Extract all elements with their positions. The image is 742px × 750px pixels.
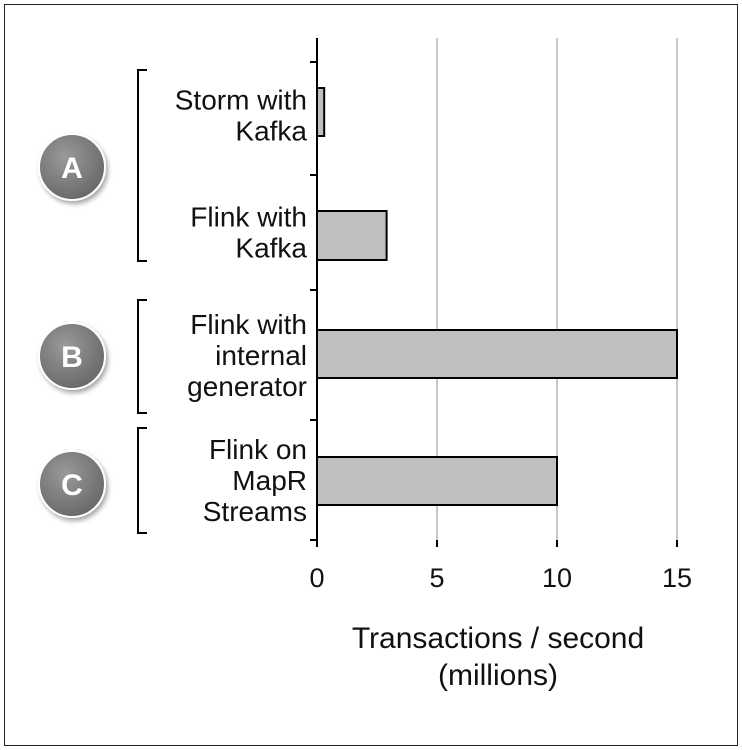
bar-0 [316,87,326,137]
category-label-3-line-0: Flink on [209,434,307,465]
bars [316,87,678,506]
category-label-3-line-1: MapR [232,465,307,496]
group-badge-A [38,133,106,201]
category-label-2-line-1: internal [215,340,307,371]
x-tick-label-15: 15 [662,563,692,593]
x-tick-label-0: 0 [309,563,324,593]
x-axis-title-line-1: (millions) [438,659,558,692]
category-label-2-line-2: generator [187,371,307,402]
bar-2 [316,329,678,379]
axes: 0 5 10 15 [309,38,692,593]
category-label-1-line-0: Flink with [190,202,307,233]
group-bracket-B [137,299,147,414]
category-label-3-line-2: Streams [203,496,307,527]
category-label-1-line-1: Kafka [235,233,307,264]
group-badge-label-A: A [61,152,83,185]
group-badge-label-B: B [61,341,83,374]
bar-1 [316,210,388,261]
bar-3 [316,456,558,506]
group-bracket-A [137,69,147,262]
group-badge-C [38,450,106,518]
x-axis-title-line-0: Transactions / second [352,622,644,655]
group-badge-B [38,322,106,390]
category-label-0-line-0: Storm with [175,85,307,116]
category-label-2-line-0: Flink with [190,309,307,340]
group-bracket-C [137,427,147,534]
category-label-0-line-1: Kafka [235,116,307,147]
axis-title: Transactions / second (millions) [352,622,644,692]
x-tick-label-5: 5 [429,563,444,593]
x-tick-label-10: 10 [542,563,572,593]
group-badge-label-C: C [61,469,83,502]
group-markers: A B C [38,69,147,534]
